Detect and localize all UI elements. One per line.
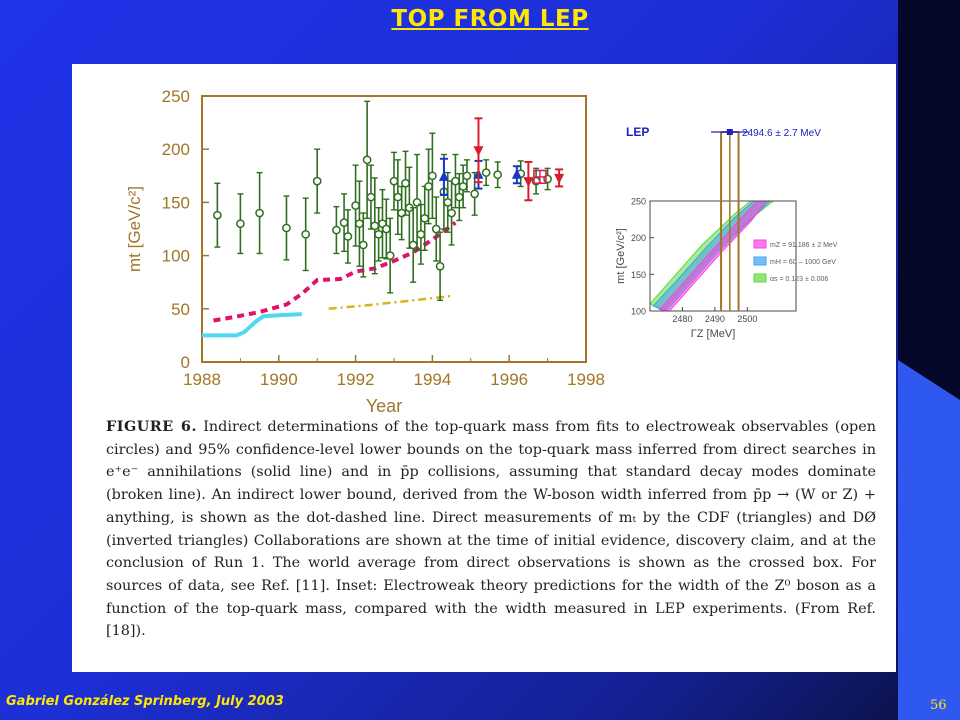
indirect-point [481,168,491,177]
inset-x-tick-label: 2480 [672,314,692,324]
inset-y-tick-label: 200 [631,233,646,243]
indirect-point [462,171,472,181]
x-tick-label: 1988 [183,370,221,389]
inset-frame [649,200,797,312]
y-tick-label: 150 [162,193,190,212]
series-line [213,220,457,323]
x-tick-label: 1990 [260,370,298,389]
indirect-point [470,189,479,199]
inset-y-tick-label: 100 [631,307,646,317]
y-tick-label: 0 [181,353,190,372]
indirect-point [301,229,311,239]
indirect-point [312,176,322,186]
x-tick-label: 1998 [567,370,605,389]
inset-x-tick-label: 2500 [737,314,757,324]
indirect-point [213,210,222,220]
figure-panel: 1988 1990 1992 1994 1996 1998 0 50 100 150 200 250 Y… [72,64,896,672]
indirect-point [447,208,456,218]
series-line [202,312,302,338]
inset-legend-label: αs = 0.123 ± 0.006 [770,276,828,283]
indirect-point [358,240,368,250]
slide-title: TOP FROM LEP [391,6,589,32]
inset-chart: LEP 2494.6 ± 2.7 MeV 100 150 200 250 2480 2490 2… [615,125,838,340]
inset-legend-swatch [753,273,767,283]
inset-legend-swatch [753,239,767,249]
d0-point [473,146,484,157]
inset-y-tick-label: 250 [631,197,646,207]
indirect-point [428,171,437,181]
y-tick-label: 50 [171,300,190,319]
cdf-point [438,170,449,181]
indirect-point [255,208,264,218]
indirect-point [435,261,445,271]
inset-legend-label: mZ = 91.186 ± 2 MeV [770,242,838,249]
slide-footer: Gabriel González Sprinberg, July 2003 [6,694,284,709]
indirect-point [362,155,372,165]
page-number: 56 [930,698,947,713]
indirect-point [431,224,441,234]
d0-point [554,173,565,184]
indirect-point [236,219,245,229]
y-tick-label: 100 [162,247,190,266]
main-chart: 1988 1990 1992 1994 1996 1998 0 50 100 150 200 250 Y… [125,87,605,416]
inset-title: LEP [626,125,649,139]
inset-legend-swatch [753,256,767,266]
x-tick-label: 1994 [413,370,451,389]
x-axis-label: Year [366,396,402,416]
inset-band [658,200,768,312]
indirect-point [493,170,503,180]
x-tick-label: 1996 [490,370,528,389]
inset-x-tick-label: 2490 [705,314,725,324]
series-line [328,294,452,311]
caption-text: Indirect determinations of the top-quark… [106,419,876,640]
slide-wedge-shape [898,360,960,720]
inset-y-tick-label: 150 [631,270,646,280]
y-tick-label: 250 [162,87,190,106]
y-axis-label: mt [GeV/c²] [125,186,144,272]
indirect-point [385,251,395,260]
inset-y-axis-label: mt [GeV/c²] [615,228,627,284]
inset-annotation: 2494.6 ± 2.7 MeV [742,128,821,139]
caption-label: FIGURE 6. [106,418,197,435]
indirect-point [332,225,341,235]
x-tick-label: 1992 [337,370,375,389]
inset-legend-label: mH = 60 – 1000 GeV [770,259,836,266]
d0-point [523,177,534,188]
indirect-point [282,223,291,233]
cdf-point [511,168,522,179]
y-tick-label: 200 [162,140,190,159]
figure-caption: FIGURE 6. Indirect determinations of the… [106,416,876,643]
inset-x-axis-label: ΓZ [MeV] [691,328,736,340]
indirect-point [343,232,353,241]
